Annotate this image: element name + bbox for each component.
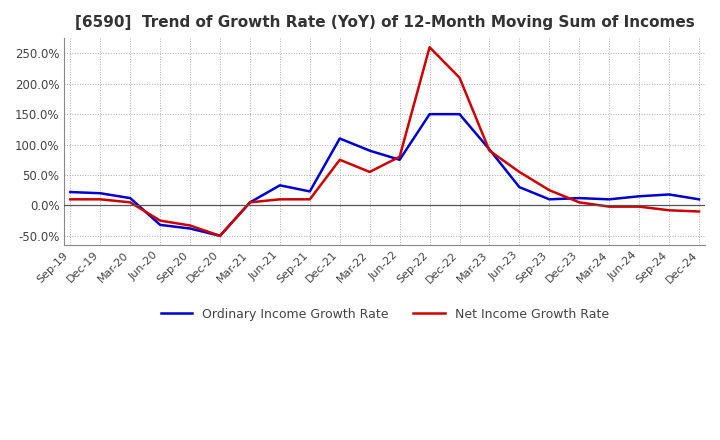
Ordinary Income Growth Rate [216,233,225,238]
Ordinary Income Growth Rate [455,111,464,117]
Net Income Growth Rate [665,208,673,213]
Net Income Growth Rate [485,148,494,153]
Ordinary Income Growth Rate [66,189,75,194]
Ordinary Income Growth Rate [96,191,104,196]
Title: [6590]  Trend of Growth Rate (YoY) of 12-Month Moving Sum of Incomes: [6590] Trend of Growth Rate (YoY) of 12-… [75,15,695,30]
Line: Ordinary Income Growth Rate: Ordinary Income Growth Rate [71,114,699,236]
Ordinary Income Growth Rate [665,192,673,197]
Net Income Growth Rate [455,75,464,80]
Ordinary Income Growth Rate [246,200,254,205]
Line: Net Income Growth Rate: Net Income Growth Rate [71,47,699,236]
Net Income Growth Rate [96,197,104,202]
Ordinary Income Growth Rate [485,147,494,152]
Net Income Growth Rate [395,154,404,159]
Ordinary Income Growth Rate [605,197,613,202]
Net Income Growth Rate [515,169,523,175]
Ordinary Income Growth Rate [186,226,194,231]
Net Income Growth Rate [605,204,613,209]
Net Income Growth Rate [216,233,225,238]
Legend: Ordinary Income Growth Rate, Net Income Growth Rate: Ordinary Income Growth Rate, Net Income … [156,303,613,326]
Ordinary Income Growth Rate [515,184,523,190]
Net Income Growth Rate [126,200,135,205]
Ordinary Income Growth Rate [156,222,164,227]
Ordinary Income Growth Rate [575,195,584,201]
Net Income Growth Rate [186,223,194,228]
Net Income Growth Rate [156,218,164,223]
Ordinary Income Growth Rate [276,183,284,188]
Ordinary Income Growth Rate [126,195,135,201]
Ordinary Income Growth Rate [426,111,434,117]
Net Income Growth Rate [66,197,75,202]
Net Income Growth Rate [695,209,703,214]
Ordinary Income Growth Rate [695,197,703,202]
Ordinary Income Growth Rate [395,157,404,162]
Ordinary Income Growth Rate [545,197,554,202]
Ordinary Income Growth Rate [336,136,344,141]
Net Income Growth Rate [545,187,554,193]
Ordinary Income Growth Rate [305,189,314,194]
Net Income Growth Rate [305,197,314,202]
Net Income Growth Rate [336,157,344,162]
Net Income Growth Rate [575,200,584,205]
Net Income Growth Rate [246,200,254,205]
Ordinary Income Growth Rate [635,194,644,199]
Net Income Growth Rate [426,44,434,50]
Net Income Growth Rate [365,169,374,175]
Ordinary Income Growth Rate [365,148,374,153]
Net Income Growth Rate [635,204,644,209]
Net Income Growth Rate [276,197,284,202]
